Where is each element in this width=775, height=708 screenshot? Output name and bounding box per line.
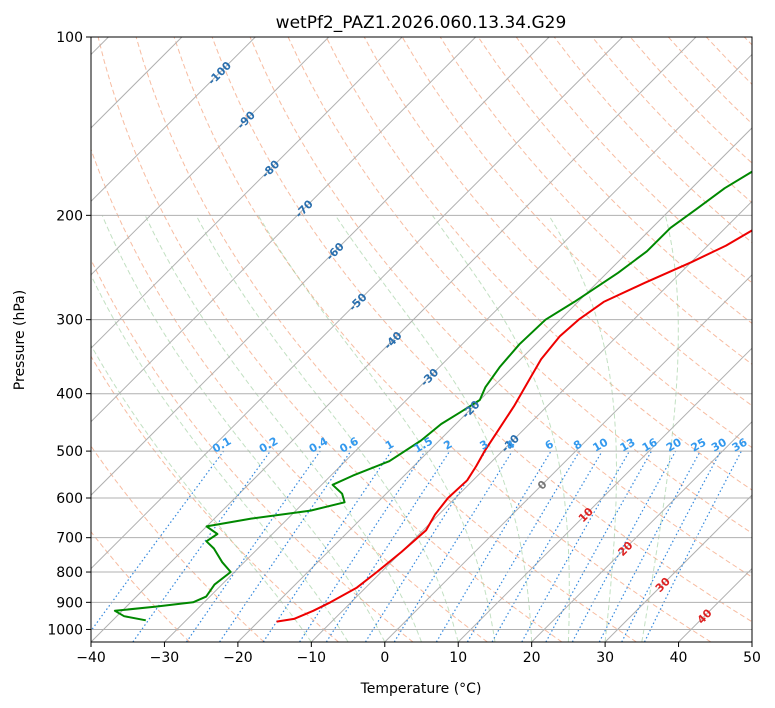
isotherm [604, 494, 752, 642]
isotherm [91, 37, 550, 496]
y-tick-label: 800 [56, 565, 83, 581]
moist-adiabat [641, 215, 679, 642]
mixing-ratio-line [521, 450, 630, 642]
x-tick-label: 40 [670, 650, 688, 666]
mixing-ratio-line [364, 450, 487, 642]
isotherm [384, 274, 752, 642]
dewpoint-line [113, 170, 752, 622]
moist-adiabat [91, 344, 312, 642]
isotherm [91, 37, 477, 423]
mixing-ratio-line [571, 450, 677, 642]
mixing-ratio-line [262, 450, 392, 642]
dry-adiabat [211, 37, 752, 623]
mixing-ratio-line [393, 450, 513, 642]
x-axis-label: Temperature (°C) [360, 681, 482, 697]
isotherm [91, 37, 330, 276]
y-tick-label: 900 [56, 595, 83, 611]
mixing-ratio-lines [91, 450, 742, 642]
isotherm [91, 37, 623, 570]
y-tick-label: 400 [56, 387, 83, 403]
isotherms [91, 37, 752, 642]
plot-frame [90, 36, 753, 643]
dry-adiabat [91, 531, 190, 642]
x-tick-label: −30 [150, 650, 180, 666]
isotherm [531, 420, 752, 642]
plot-area: -100-90-80-70-60-50-40-30-20-10010203040… [91, 37, 752, 642]
dry-adiabat [97, 37, 563, 642]
y-tick-label: 1000 [47, 622, 83, 638]
y-axis-ticks: 1000 900 800 700 600 500 400 300 200 100 [47, 30, 91, 638]
dry-adiabat [477, 37, 752, 324]
moist-adiabat [548, 215, 617, 642]
x-axis-ticks: −40 −30 −20 −10 0 10 20 30 40 50 [76, 642, 761, 666]
moist-adiabat [101, 215, 386, 642]
series-lines [113, 170, 752, 623]
moist-adiabat [195, 215, 459, 642]
moist-adiabat [144, 215, 422, 642]
isotherm [91, 37, 256, 203]
isotherm [237, 127, 752, 642]
dry-adiabat [325, 37, 752, 491]
isotherm [457, 347, 752, 642]
mixing-ratio-line [299, 450, 426, 642]
isotherm [91, 37, 403, 349]
y-tick-label: 300 [56, 313, 83, 329]
dry-adiabat [515, 37, 752, 284]
x-tick-label: −10 [297, 650, 327, 666]
isotherm [91, 37, 697, 642]
y-tick-label: 100 [56, 30, 83, 46]
isotherm [164, 53, 752, 642]
dry-adiabat [249, 37, 752, 578]
dry-adiabat [173, 37, 712, 642]
x-tick-label: −20 [223, 650, 253, 666]
x-tick-label: 20 [523, 650, 541, 666]
x-tick-label: 10 [449, 650, 467, 666]
dry-adiabat [401, 37, 752, 407]
x-tick-label: 0 [380, 650, 389, 666]
y-tick-label: 700 [56, 531, 83, 547]
y-axis-label: Pressure (hPa) [12, 290, 28, 390]
y-tick-label: 200 [56, 208, 83, 224]
chart-title: wetPf2_PAZ1.2026.060.13.34.G29 [276, 13, 567, 33]
x-tick-label: 50 [743, 650, 761, 666]
y-tick-label: 500 [56, 444, 83, 460]
y-tick-label: 600 [56, 491, 83, 507]
x-tick-label: 30 [596, 650, 614, 666]
temperature-line [276, 229, 752, 623]
mixing-ratio-line [545, 450, 653, 642]
dry-adiabat [135, 37, 637, 642]
dry-adiabat [91, 147, 488, 642]
dry-adiabats [91, 37, 752, 642]
moist-adiabat [257, 215, 496, 642]
mixing-ratio-line [91, 450, 225, 632]
mixing-ratio-line [643, 450, 742, 642]
mixing-ratio-line [325, 450, 451, 642]
mixing-ratio-line [132, 450, 271, 642]
dry-adiabat [91, 355, 339, 642]
mixing-ratio-line [186, 450, 321, 642]
dry-adiabat [91, 445, 265, 642]
x-tick-label: −40 [76, 650, 106, 666]
pressure-gridlines [91, 37, 752, 630]
mixing-ratio-line [219, 450, 352, 642]
moist-adiabats [91, 215, 679, 642]
